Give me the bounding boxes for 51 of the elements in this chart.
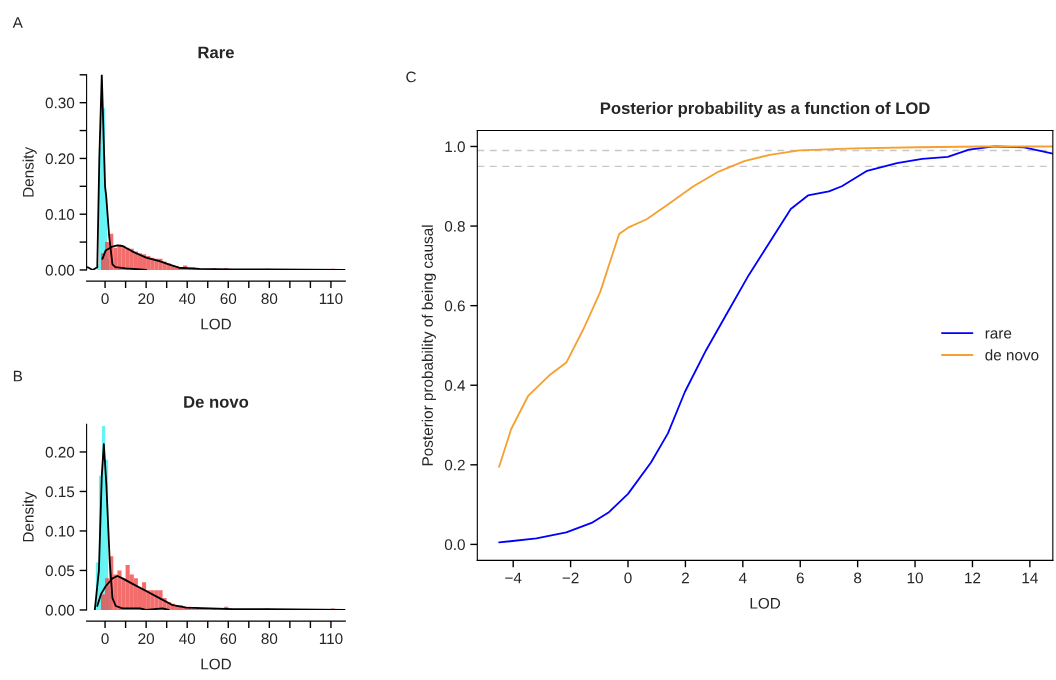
x-axis-title: LOD xyxy=(201,318,231,330)
y-tick-label: 0.6 xyxy=(444,300,465,312)
x-tick-label: 14 xyxy=(1022,572,1038,584)
y-tick-label: 0.0 xyxy=(444,539,465,551)
y-axis-title: Posterior probability of being causal xyxy=(421,225,436,466)
x-tick-label: 20 xyxy=(138,633,155,645)
x-tick-label: 12 xyxy=(965,572,981,584)
x-tick-label: 110 xyxy=(319,633,343,645)
text: C xyxy=(406,71,416,83)
text: A xyxy=(12,17,23,28)
y-tick-label: 0.05 xyxy=(45,565,75,577)
y-axis-title: Density xyxy=(22,491,37,542)
y-tick-label: 0.8 xyxy=(444,220,465,232)
x-tick-label: 80 xyxy=(261,293,278,305)
legend-label: rare xyxy=(985,330,1012,339)
x-tick-label: −2 xyxy=(562,572,579,584)
x-axis-title: LOD xyxy=(750,597,781,609)
y-tick-label: 0.20 xyxy=(45,153,75,165)
x-tick-label: 40 xyxy=(179,293,196,305)
y-tick-label: 0.30 xyxy=(45,97,75,109)
x-axis-title: LOD xyxy=(201,658,231,670)
x-tick-label: 40 xyxy=(179,633,196,645)
x-tick-label: 10 xyxy=(907,572,923,584)
y-tick-label: 0.10 xyxy=(45,209,75,220)
y-tick-label: 0.4 xyxy=(444,380,466,391)
y-tick-label: 0.2 xyxy=(444,459,465,471)
x-tick-label: 4 xyxy=(738,572,747,584)
x-tick-label: 0 xyxy=(101,293,109,305)
y-tick-label: 0.10 xyxy=(45,525,75,537)
y-axis-title: Density xyxy=(22,146,37,197)
x-tick-label: 2 xyxy=(681,572,689,584)
x-tick-label: 80 xyxy=(261,633,278,645)
x-tick-label: 0 xyxy=(101,633,109,645)
y-tick-label: 0.15 xyxy=(45,486,75,498)
y-tick-label: 1.0 xyxy=(445,141,465,153)
chart-title: Posterior probability as a function of LOD xyxy=(600,101,930,118)
x-tick-label: 20 xyxy=(138,293,155,305)
y-tick-label: 0.20 xyxy=(45,446,75,458)
x-tick-label: 8 xyxy=(854,572,862,584)
legend-label: de novo xyxy=(985,349,1039,361)
chart-title: Rare xyxy=(198,46,234,59)
chart-title: De novo xyxy=(184,396,249,408)
x-tick-label: 60 xyxy=(220,633,237,645)
y-tick-label: 0.00 xyxy=(45,604,75,616)
text: B xyxy=(13,370,23,382)
x-tick-label: −4 xyxy=(505,572,522,584)
x-tick-label: 6 xyxy=(796,572,804,584)
x-tick-label: 60 xyxy=(220,293,237,305)
x-tick-label: 0 xyxy=(624,572,632,584)
y-tick-label: 0.00 xyxy=(45,264,75,276)
x-tick-label: 110 xyxy=(319,293,343,305)
